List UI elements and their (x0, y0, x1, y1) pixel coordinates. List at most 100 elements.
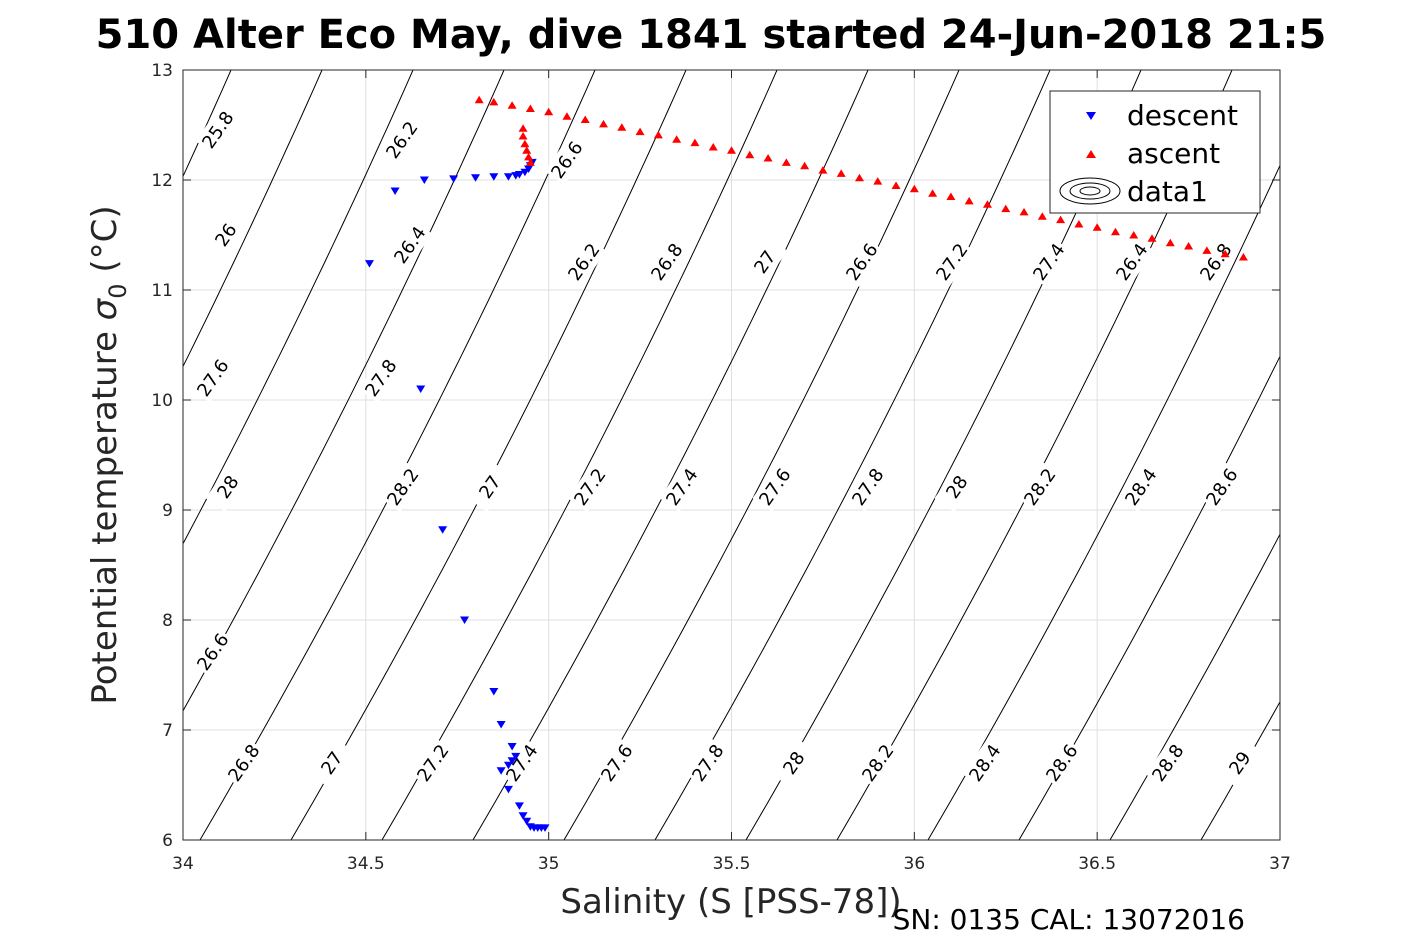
density-contour-line (381, 70, 778, 840)
descent-point (496, 721, 506, 729)
contour-label-bg (1118, 462, 1164, 512)
ascent-point (928, 189, 938, 197)
density-contour-line (290, 70, 687, 840)
contour-label-bg (1039, 738, 1085, 788)
density-contour-line (563, 70, 960, 840)
contour-label-bg (771, 738, 817, 788)
descent-point (507, 743, 517, 751)
ascent-point (522, 146, 532, 154)
ascent-point (982, 200, 992, 208)
ascent-point (524, 152, 534, 161)
ascent-point (580, 115, 590, 123)
y-axis-label-main: Potential temperature (85, 320, 125, 704)
ascent-point (562, 112, 572, 120)
footer-sn-cal: SN: 0135 CAL: 13072016 (893, 903, 1245, 936)
ascent-point (1165, 238, 1175, 247)
ascent-point (1074, 220, 1084, 228)
density-contour-line (472, 70, 869, 840)
ascent-point (781, 158, 791, 166)
ascent-series (474, 95, 1248, 261)
contour-label-bg (659, 462, 705, 512)
density-contours (183, 70, 1280, 840)
ascent-point (873, 177, 883, 185)
density-contour-line (1018, 355, 1280, 840)
y-tick-label: 9 (162, 501, 173, 521)
ascent-point (891, 181, 901, 189)
ascent-point (964, 196, 974, 205)
y-tick-label: 8 (162, 611, 173, 631)
descent-point (514, 802, 524, 810)
x-tick-label: 37 (1269, 854, 1291, 874)
y-tick-label: 11 (151, 281, 173, 301)
descent-point (438, 526, 448, 534)
ascent-point (818, 166, 828, 174)
descent-point (390, 187, 400, 195)
y-axis-ticks: 6 7 8 9 10 11 12 13 (151, 61, 1280, 851)
contour-label-bg (410, 738, 456, 788)
contour-label-bg (358, 353, 404, 403)
ascent-point (708, 143, 718, 151)
y-tick-label: 6 (162, 831, 173, 851)
contour-label-bg (644, 237, 690, 287)
density-contour-line (183, 70, 323, 368)
ascent-point (1037, 212, 1047, 220)
ascent-point (635, 127, 645, 136)
ascent-point (1147, 234, 1157, 242)
descent-point (471, 174, 481, 182)
ascent-point (1220, 249, 1230, 258)
contour-label-bg (839, 237, 885, 287)
contour-label-bg (934, 462, 980, 512)
contour-label-bg (594, 738, 640, 788)
contour-label-bg (1199, 462, 1245, 512)
descent-point (489, 173, 499, 181)
contour-label-bg (567, 462, 613, 512)
ascent-point (800, 161, 810, 170)
contour-label-bg (205, 462, 251, 512)
contour-label-bg (962, 738, 1008, 788)
density-contour-line (183, 70, 505, 712)
x-tick-label: 35 (538, 854, 560, 874)
contour-label-bg (190, 627, 236, 677)
contour-label-bg (499, 738, 545, 788)
density-contour-line (183, 70, 414, 545)
descent-point (514, 171, 524, 179)
contour-label-bg (742, 237, 788, 287)
y-axis-label-sigma: σ (85, 297, 125, 320)
contour-label-bg (1193, 237, 1239, 287)
contour-label-bg (1109, 237, 1155, 287)
y-tick-label: 7 (162, 721, 173, 741)
ascent-point (1019, 207, 1029, 216)
legend-descent-marker (1086, 112, 1096, 120)
legend-ascent-marker (1086, 150, 1096, 158)
x-tick-label: 34 (172, 854, 194, 874)
descent-point (364, 260, 374, 268)
ascent-point (653, 130, 663, 139)
ascent-point (525, 104, 535, 112)
x-axis-ticks: 34 34.5 35 35.5 36 36.5 37 (172, 70, 1291, 874)
descent-point (460, 616, 470, 624)
y-axis-label-subscript: 0 (104, 283, 132, 298)
contour-label-bg (929, 237, 975, 287)
contour-label-bg (1017, 462, 1063, 512)
descent-point (496, 767, 506, 775)
descent-point (507, 757, 517, 765)
ascent-point (690, 138, 700, 147)
legend-box (1049, 90, 1261, 214)
legend-ascent-label: ascent (1127, 137, 1220, 170)
ascent-point (727, 146, 736, 154)
x-tick-label: 34.5 (347, 854, 385, 874)
ascent-point (1202, 246, 1212, 254)
contour-label-bg (203, 210, 249, 260)
x-tick-label: 36.5 (1078, 854, 1116, 874)
ascent-point (1110, 227, 1120, 236)
contour-label-bg (1026, 237, 1072, 287)
ascent-point (518, 132, 528, 140)
ascent-point (745, 150, 755, 159)
ascent-point (1092, 223, 1102, 231)
contour-label-bg (190, 353, 236, 403)
ascent-point (1238, 253, 1248, 261)
ascent-point (946, 192, 956, 200)
descent-point (503, 785, 513, 794)
legend-data1-label: data1 (1127, 175, 1208, 208)
